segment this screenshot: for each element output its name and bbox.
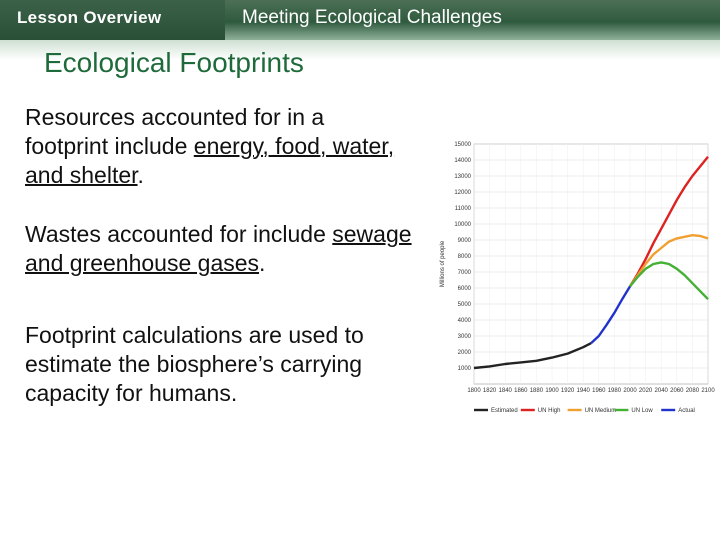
x-tick-label: 1900	[545, 388, 559, 394]
series-line-un-medium	[629, 234, 709, 288]
header-left-panel	[0, 0, 225, 40]
p1-text: Resources accounted for in a footprint i…	[25, 104, 325, 159]
x-tick-label: 1840	[499, 388, 513, 394]
y-tick-label: 12000	[454, 190, 471, 196]
x-tick-label: 1800	[467, 388, 481, 394]
y-axis-label: Millions of people	[440, 240, 446, 287]
y-tick-label: 10000	[454, 222, 471, 228]
header-bar: Lesson Overview Meeting Ecological Chall…	[0, 0, 720, 40]
series-line-un-low	[629, 261, 709, 301]
x-tick-label: 1820	[483, 388, 497, 394]
topic-title: Meeting Ecological Challenges	[242, 7, 502, 28]
x-tick-label: 2060	[670, 388, 684, 394]
legend-label: UN Medium	[585, 408, 617, 414]
y-tick-label: 9000	[458, 238, 472, 244]
x-tick-label: 2040	[655, 388, 669, 394]
legend-label: Estimated	[491, 408, 518, 414]
y-tick-label: 15000	[454, 142, 471, 148]
y-tick-label: 8000	[458, 254, 472, 260]
p1-underlined: energy, food, water, and shelter	[25, 133, 395, 188]
y-tick-label: 14000	[454, 158, 471, 164]
series-line-un-high	[628, 156, 709, 288]
x-tick-label: 1940	[577, 388, 591, 394]
x-tick-label: 1880	[530, 388, 544, 394]
x-tick-label: 2100	[701, 388, 715, 394]
x-tick-label: 1960	[592, 388, 606, 394]
p2-text: Wastes accounted for include	[25, 221, 333, 247]
p1-end: .	[137, 162, 144, 188]
p2-end: .	[259, 250, 266, 276]
x-tick-label: 1920	[561, 388, 575, 394]
x-tick-label: 2080	[686, 388, 700, 394]
slide-title: Ecological Footprints	[44, 47, 304, 78]
x-tick-label: 1980	[608, 388, 622, 394]
x-tick-label: 1860	[514, 388, 528, 394]
legend-label: UN High	[538, 408, 561, 414]
p2-underlined: sewage and greenhouse gases	[25, 221, 412, 276]
paragraph-resources: Resources accounted for in a footprint i…	[25, 103, 405, 190]
y-tick-label: 2000	[458, 350, 472, 356]
paragraph-calculations: Footprint calculations are used to estim…	[25, 322, 364, 406]
header-fade	[0, 40, 720, 60]
y-tick-label: 7000	[458, 270, 472, 276]
series-line-actual	[590, 285, 632, 345]
y-tick-label: 6000	[458, 286, 472, 292]
plot-area	[473, 143, 709, 385]
y-tick-label: 4000	[458, 318, 472, 324]
legend-label: UN Low	[631, 408, 653, 414]
x-tick-label: 2000	[623, 388, 637, 394]
y-tick-label: 5000	[458, 302, 472, 308]
y-tick-label: 13000	[454, 174, 471, 180]
lesson-label: Lesson Overview	[17, 8, 162, 27]
paragraph-wastes: Wastes accounted for include sewage and …	[25, 220, 430, 278]
population-chart: 1000 2000 3000 4000 5000 6000 7000 8000 9000 1000…	[440, 142, 715, 414]
series-line-estimated	[473, 342, 592, 370]
legend-label: Actual	[678, 408, 695, 414]
y-tick-label: 3000	[458, 334, 472, 340]
x-tick-label: 2020	[639, 388, 653, 394]
y-tick-label: 11000	[455, 206, 472, 212]
y-tick-label: 1000	[458, 366, 472, 372]
